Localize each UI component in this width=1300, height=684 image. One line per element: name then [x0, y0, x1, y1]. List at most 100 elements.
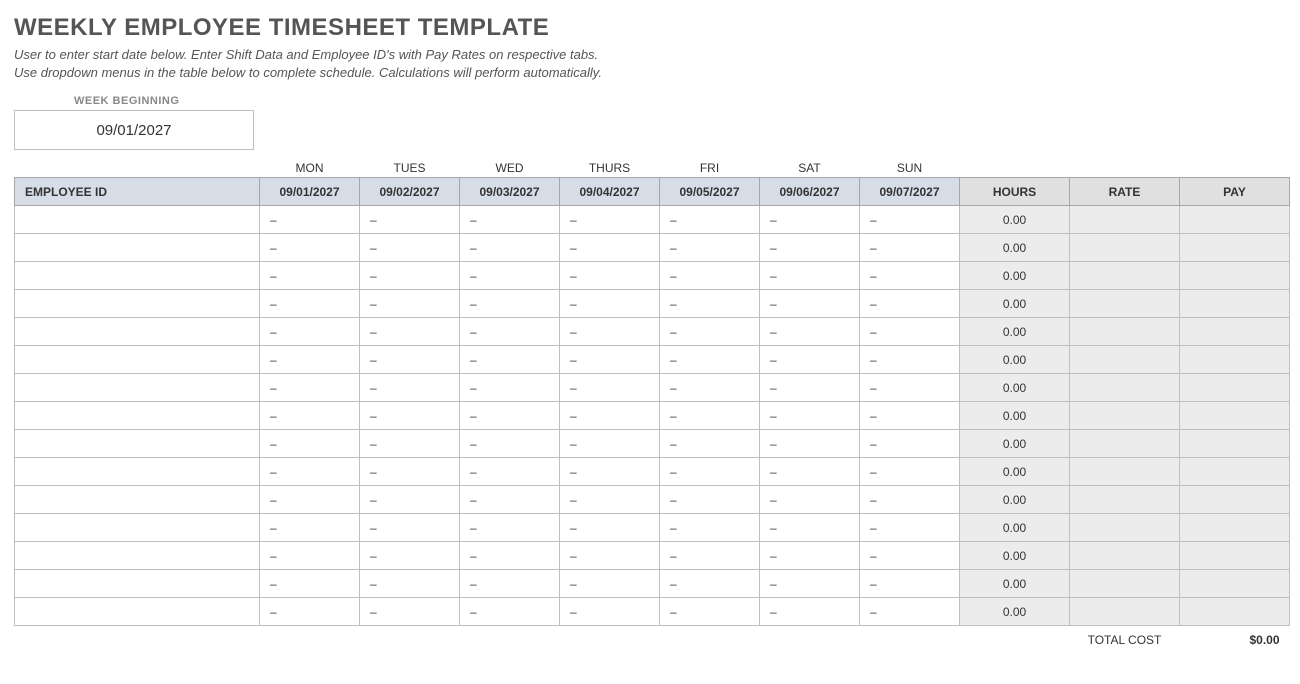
shift-cell[interactable]: –: [260, 458, 360, 486]
shift-cell[interactable]: –: [660, 430, 760, 458]
employee-id-cell[interactable]: [15, 430, 260, 458]
shift-cell[interactable]: –: [560, 514, 660, 542]
shift-cell[interactable]: –: [760, 290, 860, 318]
shift-cell[interactable]: –: [860, 374, 960, 402]
shift-cell[interactable]: –: [260, 430, 360, 458]
shift-cell[interactable]: –: [260, 346, 360, 374]
shift-cell[interactable]: –: [460, 346, 560, 374]
shift-cell[interactable]: –: [260, 542, 360, 570]
shift-cell[interactable]: –: [460, 570, 560, 598]
shift-cell[interactable]: –: [760, 598, 860, 626]
shift-cell[interactable]: –: [560, 290, 660, 318]
shift-cell[interactable]: –: [760, 430, 860, 458]
shift-cell[interactable]: –: [460, 262, 560, 290]
shift-cell[interactable]: –: [660, 290, 760, 318]
shift-cell[interactable]: –: [760, 234, 860, 262]
shift-cell[interactable]: –: [660, 206, 760, 234]
shift-cell[interactable]: –: [760, 458, 860, 486]
shift-cell[interactable]: –: [260, 514, 360, 542]
shift-cell[interactable]: –: [660, 318, 760, 346]
shift-cell[interactable]: –: [360, 318, 460, 346]
shift-cell[interactable]: –: [860, 598, 960, 626]
shift-cell[interactable]: –: [760, 486, 860, 514]
shift-cell[interactable]: –: [460, 206, 560, 234]
shift-cell[interactable]: –: [260, 486, 360, 514]
shift-cell[interactable]: –: [460, 486, 560, 514]
shift-cell[interactable]: –: [860, 430, 960, 458]
shift-cell[interactable]: –: [560, 374, 660, 402]
shift-cell[interactable]: –: [260, 570, 360, 598]
week-beginning-input[interactable]: 09/01/2027: [14, 110, 254, 150]
shift-cell[interactable]: –: [860, 262, 960, 290]
shift-cell[interactable]: –: [460, 598, 560, 626]
shift-cell[interactable]: –: [660, 570, 760, 598]
shift-cell[interactable]: –: [660, 374, 760, 402]
shift-cell[interactable]: –: [660, 514, 760, 542]
shift-cell[interactable]: –: [760, 346, 860, 374]
shift-cell[interactable]: –: [660, 262, 760, 290]
employee-id-cell[interactable]: [15, 598, 260, 626]
shift-cell[interactable]: –: [260, 290, 360, 318]
shift-cell[interactable]: –: [560, 570, 660, 598]
shift-cell[interactable]: –: [560, 346, 660, 374]
employee-id-cell[interactable]: [15, 402, 260, 430]
employee-id-cell[interactable]: [15, 234, 260, 262]
employee-id-cell[interactable]: [15, 374, 260, 402]
shift-cell[interactable]: –: [560, 234, 660, 262]
shift-cell[interactable]: –: [360, 374, 460, 402]
shift-cell[interactable]: –: [360, 458, 460, 486]
shift-cell[interactable]: –: [860, 290, 960, 318]
shift-cell[interactable]: –: [360, 262, 460, 290]
shift-cell[interactable]: –: [460, 318, 560, 346]
shift-cell[interactable]: –: [760, 402, 860, 430]
employee-id-cell[interactable]: [15, 458, 260, 486]
shift-cell[interactable]: –: [760, 318, 860, 346]
employee-id-cell[interactable]: [15, 542, 260, 570]
shift-cell[interactable]: –: [660, 402, 760, 430]
shift-cell[interactable]: –: [460, 402, 560, 430]
shift-cell[interactable]: –: [560, 542, 660, 570]
shift-cell[interactable]: –: [460, 458, 560, 486]
shift-cell[interactable]: –: [660, 542, 760, 570]
shift-cell[interactable]: –: [660, 346, 760, 374]
shift-cell[interactable]: –: [860, 234, 960, 262]
shift-cell[interactable]: –: [360, 206, 460, 234]
shift-cell[interactable]: –: [760, 542, 860, 570]
shift-cell[interactable]: –: [560, 206, 660, 234]
shift-cell[interactable]: –: [560, 262, 660, 290]
shift-cell[interactable]: –: [360, 234, 460, 262]
shift-cell[interactable]: –: [560, 486, 660, 514]
shift-cell[interactable]: –: [760, 206, 860, 234]
employee-id-cell[interactable]: [15, 318, 260, 346]
shift-cell[interactable]: –: [560, 598, 660, 626]
shift-cell[interactable]: –: [360, 290, 460, 318]
employee-id-cell[interactable]: [15, 262, 260, 290]
shift-cell[interactable]: –: [660, 234, 760, 262]
shift-cell[interactable]: –: [460, 290, 560, 318]
shift-cell[interactable]: –: [360, 346, 460, 374]
employee-id-cell[interactable]: [15, 290, 260, 318]
shift-cell[interactable]: –: [760, 262, 860, 290]
shift-cell[interactable]: –: [860, 346, 960, 374]
employee-id-cell[interactable]: [15, 570, 260, 598]
shift-cell[interactable]: –: [460, 430, 560, 458]
shift-cell[interactable]: –: [260, 234, 360, 262]
shift-cell[interactable]: –: [260, 374, 360, 402]
shift-cell[interactable]: –: [360, 542, 460, 570]
shift-cell[interactable]: –: [860, 318, 960, 346]
shift-cell[interactable]: –: [860, 402, 960, 430]
shift-cell[interactable]: –: [460, 542, 560, 570]
shift-cell[interactable]: –: [460, 374, 560, 402]
shift-cell[interactable]: –: [660, 458, 760, 486]
shift-cell[interactable]: –: [560, 430, 660, 458]
shift-cell[interactable]: –: [360, 570, 460, 598]
shift-cell[interactable]: –: [860, 486, 960, 514]
shift-cell[interactable]: –: [660, 598, 760, 626]
shift-cell[interactable]: –: [260, 262, 360, 290]
shift-cell[interactable]: –: [260, 318, 360, 346]
shift-cell[interactable]: –: [560, 402, 660, 430]
shift-cell[interactable]: –: [360, 486, 460, 514]
employee-id-cell[interactable]: [15, 514, 260, 542]
shift-cell[interactable]: –: [860, 570, 960, 598]
shift-cell[interactable]: –: [660, 486, 760, 514]
